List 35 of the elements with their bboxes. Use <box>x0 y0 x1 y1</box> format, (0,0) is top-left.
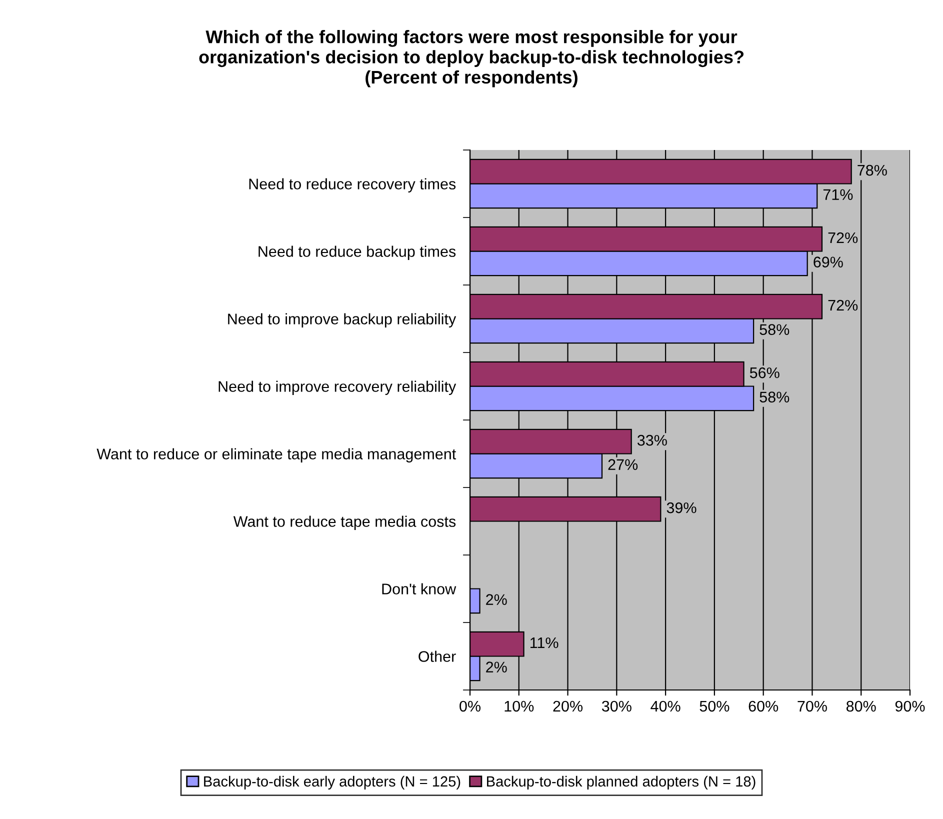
data-label: 2% <box>486 594 507 605</box>
y-tick-label: Other <box>418 650 456 662</box>
x-tick-label: 10% <box>504 700 534 712</box>
legend-label: Backup-to-disk early adopters (N = 125) <box>204 776 460 790</box>
y-tick-label: Need to improve recovery reliability <box>218 380 456 395</box>
data-label: 58% <box>760 324 790 335</box>
data-label: 71% <box>823 189 853 200</box>
y-tick-label: Don't know <box>382 583 456 594</box>
data-label: 69% <box>814 256 843 268</box>
data-label: 78% <box>858 164 887 176</box>
x-tick-label: 0% <box>460 700 480 712</box>
x-tick-label: 70% <box>798 700 827 712</box>
data-label: 58% <box>760 392 790 402</box>
data-label: 33% <box>637 434 667 446</box>
data-label: 39% <box>666 502 696 514</box>
x-tick-label: 30% <box>602 700 632 712</box>
x-tick-label: 90% <box>895 700 925 712</box>
x-tick-label: 80% <box>846 700 876 712</box>
y-tick-label: Need to reduce backup times <box>258 246 456 260</box>
data-label: 56% <box>750 367 780 378</box>
y-tick-label: Need to reduce recovery times <box>249 178 456 192</box>
chart-title: Which of the following factors were most responsible for your organization's decision to deploy backup-to-disk technologies? (Percent of respondents) <box>199 30 744 88</box>
data-label: 27% <box>608 459 638 470</box>
x-tick-label: 40% <box>650 700 680 712</box>
y-tick-label: Need to improve backup reliability <box>228 313 456 328</box>
y-tick-label: Want to reduce tape media costs <box>233 516 456 530</box>
x-tick-label: 60% <box>748 700 778 712</box>
legend-label: Backup-to-disk planned adopters (N = 18) <box>487 776 756 790</box>
data-label: 72% <box>828 300 858 311</box>
data-label: 2% <box>486 662 507 672</box>
y-tick-label: Want to reduce or eliminate tape media management <box>96 448 456 462</box>
x-tick-label: 20% <box>553 700 583 712</box>
data-label: 11% <box>530 637 558 648</box>
x-tick-label: 50% <box>700 700 730 712</box>
data-label: 72% <box>828 232 858 244</box>
